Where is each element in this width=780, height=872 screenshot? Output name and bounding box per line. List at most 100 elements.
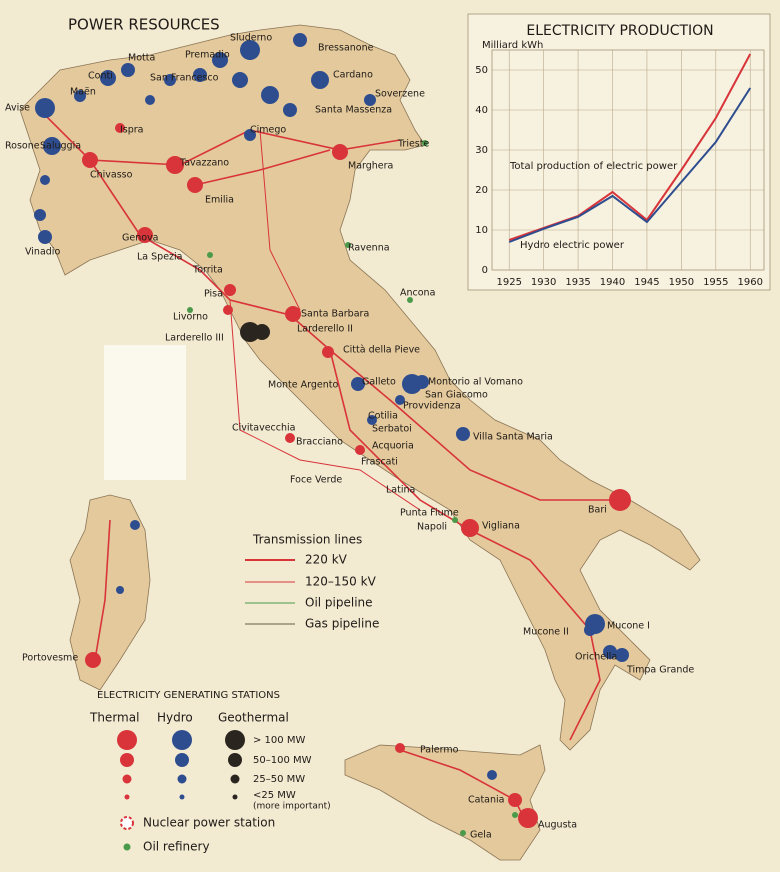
legend-size: 25–50 MW [253, 774, 305, 785]
place-label: Cotilia [368, 411, 398, 422]
line-220kv [94, 519, 111, 661]
place-label: Foce Verde [290, 475, 342, 486]
legend-title: ELECTRICITY GENERATING STATIONS [97, 690, 280, 701]
station [609, 489, 631, 511]
station [40, 175, 50, 185]
station [415, 375, 429, 389]
blank-area [104, 345, 186, 480]
place-label: Civitavecchia [232, 423, 295, 434]
place-label: Avise [5, 103, 30, 114]
series-line [508, 87, 752, 243]
y-tick-label: 0 [482, 265, 488, 276]
place-label: Catania [468, 795, 504, 806]
sardinia [69, 494, 151, 691]
line-220kv [39, 109, 401, 166]
legend-text: Oil pipeline [305, 596, 373, 610]
legend-symbol [124, 794, 130, 800]
place-label: Chivasso [90, 170, 133, 181]
station [35, 98, 55, 118]
station [38, 230, 52, 244]
place-label: Conti [88, 71, 113, 82]
place-label: Cardano [333, 70, 373, 81]
place-label: Galleto [362, 377, 396, 388]
chart-title: ELECTRICITY PRODUCTION [526, 23, 713, 39]
station [145, 95, 155, 105]
station [518, 808, 538, 828]
x-tick-label: 1955 [703, 277, 728, 288]
transmission-lines [39, 109, 620, 821]
station [422, 140, 428, 146]
stations [34, 33, 631, 836]
station [345, 242, 351, 248]
place-labels: Motta Conti Maën Avise San Francesco Sluderno… [5, 33, 694, 841]
place-label: Saluggia [40, 141, 81, 152]
legend-text: Oil refinery [143, 840, 210, 854]
station [332, 144, 348, 160]
place-label: San Francesco [150, 73, 219, 84]
place-label: Portovesme [22, 653, 78, 664]
station [285, 433, 295, 443]
station [212, 52, 228, 68]
place-label: Mucone II [523, 627, 569, 638]
station [452, 517, 458, 523]
place-label: Motta [128, 53, 155, 64]
place-label: Larderello II [297, 324, 353, 335]
place-label: Napoli [417, 522, 447, 533]
station [116, 586, 124, 594]
station [407, 297, 413, 303]
place-label: Tavazzano [179, 158, 229, 169]
place-label: Cimego [250, 125, 286, 136]
station [166, 156, 184, 174]
station [187, 307, 193, 313]
place-label: Punta Fiume [400, 508, 459, 519]
legend-title: Transmission lines [252, 533, 362, 547]
station [193, 68, 207, 82]
legend-symbol [228, 753, 242, 767]
legend-symbol [120, 753, 134, 767]
legend-symbol [225, 730, 245, 750]
station [395, 395, 405, 405]
place-label: Montorio al Vomano [428, 377, 523, 388]
place-label: Larderello III [165, 333, 224, 344]
station [456, 427, 470, 441]
station [285, 306, 301, 322]
place-label: Ancona [400, 288, 435, 299]
place-label: Acquoria [372, 441, 414, 452]
x-tick-label: 1950 [669, 277, 694, 288]
station [224, 284, 236, 296]
line-220kv [399, 749, 526, 821]
map-title: POWER RESOURCES [68, 16, 220, 34]
place-label: Villa Santa Maria [473, 432, 553, 443]
x-tick-label: 1925 [496, 277, 521, 288]
station [603, 645, 617, 659]
legend-symbol [120, 816, 134, 830]
place-label: Frascati [361, 457, 398, 468]
place-label: Bari [588, 505, 607, 516]
x-tick-label: 1945 [634, 277, 659, 288]
y-axis-label: Milliard kWh [482, 40, 543, 51]
place-label: Rosone [5, 141, 40, 152]
station [244, 129, 256, 141]
station [367, 415, 377, 425]
chart: ELECTRICITY PRODUCTION Milliard kWh 0 10 2… [475, 23, 765, 288]
legend-symbol [117, 730, 137, 750]
place-label: Genova [122, 233, 158, 244]
station [207, 252, 213, 258]
place-label: Latina [386, 485, 415, 496]
station [261, 86, 279, 104]
legend-column: Geothermal [218, 711, 289, 725]
station [615, 648, 629, 662]
y-tick-label: 30 [475, 145, 488, 156]
y-tick-label: 50 [475, 65, 488, 76]
place-label: Augusta [538, 820, 577, 831]
station [115, 123, 125, 133]
x-tick-label: 1940 [600, 277, 625, 288]
station [254, 324, 270, 340]
y-tick-label: 40 [475, 105, 488, 116]
place-label: La Spezia [137, 252, 183, 263]
station [82, 152, 98, 168]
legend-symbol [230, 774, 240, 784]
legend-size: <25 MW [253, 790, 296, 801]
place-label: Mucone I [607, 621, 650, 632]
